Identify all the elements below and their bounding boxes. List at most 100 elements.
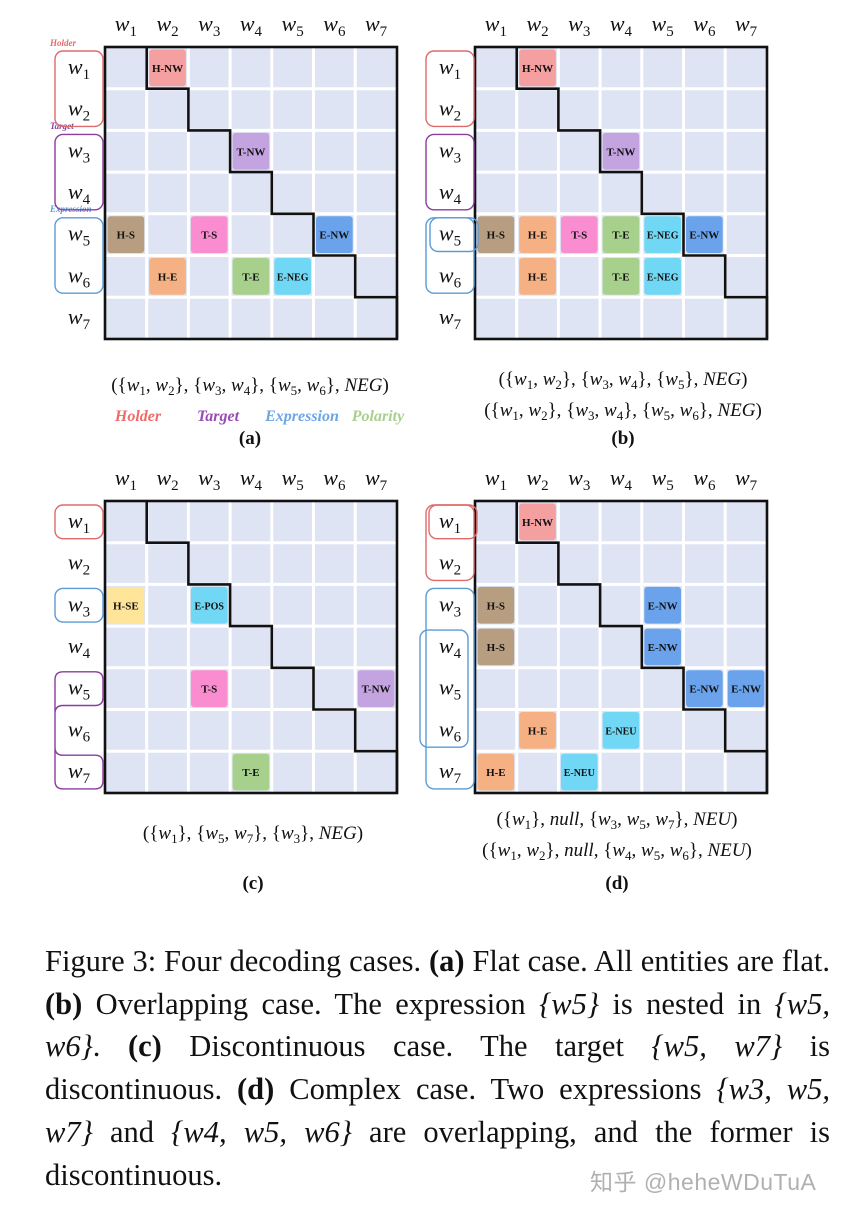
- col-header-w3: w3: [568, 11, 590, 40]
- col-header-w4: w4: [610, 465, 633, 494]
- row-header-w1: w1: [68, 508, 90, 537]
- tag-cell: [519, 216, 556, 253]
- grid-background: [105, 501, 397, 793]
- tag-label: T-NW: [362, 684, 391, 696]
- panel-label: (d): [605, 873, 628, 894]
- col-header-w3: w3: [198, 11, 220, 40]
- tag-label: E-NEG: [277, 272, 309, 283]
- holder-bracket: [425, 50, 475, 128]
- row-header-w7: w7: [439, 758, 462, 787]
- expression-bracket: [425, 587, 475, 790]
- tag-label: T-NW: [236, 146, 265, 158]
- row-header-w1: w1: [68, 54, 90, 83]
- col-header-w7: w7: [365, 465, 388, 494]
- tag-cell: [149, 49, 186, 87]
- row-header-w2: w2: [439, 96, 461, 125]
- group-label-holder: Holder: [49, 38, 76, 48]
- tag-cell: [602, 712, 640, 749]
- target-bracket-discontinuous: [54, 671, 104, 790]
- tag-cell: [190, 670, 228, 707]
- tag-label: H-E: [158, 271, 178, 283]
- tag-cell: [477, 628, 515, 666]
- diagonal-staircase: [145, 501, 399, 793]
- row-header-w3: w3: [68, 591, 90, 620]
- tag-label: E-NEG: [647, 272, 679, 283]
- grid-background: [105, 47, 397, 339]
- diagonal-staircase: [515, 47, 769, 339]
- tag-label: T-S: [571, 230, 587, 242]
- tag-label: T-E: [612, 271, 629, 283]
- tag-cell: [232, 132, 270, 170]
- row-header-w4: w4: [68, 179, 91, 208]
- figure-caption: Figure 3: Four decoding cases. (a) Flat …: [45, 944, 831, 1192]
- tag-cell: [357, 670, 395, 707]
- row-header-w2: w2: [68, 96, 90, 125]
- col-header-w3: w3: [568, 465, 590, 494]
- tag-label: E-NEG: [647, 231, 679, 242]
- holder-bracket: [54, 504, 104, 540]
- tag-cell: [519, 712, 556, 749]
- figure-3: w1 w2 w3 w4 w5 w6 w7 H-NW T-NW H-S T-S E-NW H-E T-E E-…: [49, 11, 769, 894]
- panel-label: (a): [239, 428, 261, 449]
- row-header-w7: w7: [68, 758, 91, 787]
- expression-bracket-inner: [419, 629, 469, 748]
- holder-bracket: [54, 50, 104, 128]
- col-header-w5: w5: [282, 11, 304, 40]
- tuple-line: ({w1}, null, {w3, w5, w7}, NEU): [497, 809, 738, 832]
- tag-label: T-S: [201, 230, 217, 242]
- grid-background: [475, 501, 767, 793]
- tag-label: H-E: [486, 767, 506, 779]
- col-header-w6: w6: [323, 465, 346, 494]
- tag-label: E-NW: [689, 230, 719, 242]
- tag-label: T-E: [242, 271, 259, 283]
- col-header-w2: w2: [156, 465, 178, 494]
- tag-label: H-NW: [522, 63, 553, 75]
- tag-cell: [477, 586, 515, 624]
- col-header-w4: w4: [240, 11, 263, 40]
- expression-bracket: [54, 217, 104, 294]
- tuple-line: ({w1, w2}, {w3, w4}, {w5}, NEG): [499, 369, 748, 392]
- tag-cell: [149, 258, 186, 295]
- col-header-w1: w1: [485, 465, 507, 494]
- tag-cell: [232, 753, 270, 791]
- col-header-w2: w2: [156, 11, 178, 40]
- row-header-w3: w3: [68, 137, 90, 166]
- tag-cell: [727, 670, 765, 707]
- tag-label: T-S: [201, 684, 217, 696]
- watermark: 知乎 @heheWDuTuA: [590, 1169, 817, 1195]
- tag-cell: [107, 216, 145, 253]
- legend-holder: Holder: [114, 408, 162, 425]
- tag-cell: [519, 49, 556, 87]
- col-header-w1: w1: [485, 11, 507, 40]
- row-header-w6: w6: [439, 262, 462, 291]
- tag-cell: [686, 216, 723, 253]
- tag-cell: [560, 216, 598, 253]
- tag-label: E-NW: [319, 230, 349, 242]
- tag-cell: [519, 258, 556, 295]
- grid-border: [473, 499, 769, 795]
- panel-label: (b): [611, 428, 634, 449]
- expression-bracket-inner: [429, 217, 479, 253]
- col-header-w4: w4: [240, 465, 263, 494]
- col-header-w2: w2: [526, 11, 548, 40]
- tag-cell: [232, 258, 270, 295]
- tag-cell: [644, 258, 681, 295]
- tag-label: H-SE: [113, 600, 139, 612]
- col-header-w7: w7: [365, 11, 388, 40]
- panel-c: w1 w2 w3 w4 w5 w6 w7 H-SE E-POS T-S T-NW T-E w1 w2 w3 w…: [54, 465, 399, 894]
- tag-cell: [107, 586, 145, 624]
- tag-label: H-S: [487, 600, 505, 612]
- row-header-w4: w4: [439, 633, 462, 662]
- tag-cell: [602, 258, 640, 295]
- tuple-line: ({w1, w2}, {w3, w4}, {w5, w6}, NEG): [484, 400, 762, 423]
- col-header-w5: w5: [652, 11, 674, 40]
- grid-border: [103, 45, 399, 341]
- tag-label: H-E: [528, 230, 548, 242]
- holder-bracket-inner: [428, 504, 478, 540]
- grid-border: [103, 499, 399, 795]
- tag-label: H-S: [487, 230, 505, 242]
- tag-cell: [644, 216, 681, 253]
- col-header-w3: w3: [198, 465, 220, 494]
- tag-label: H-E: [528, 725, 548, 737]
- row-header-w3: w3: [439, 137, 461, 166]
